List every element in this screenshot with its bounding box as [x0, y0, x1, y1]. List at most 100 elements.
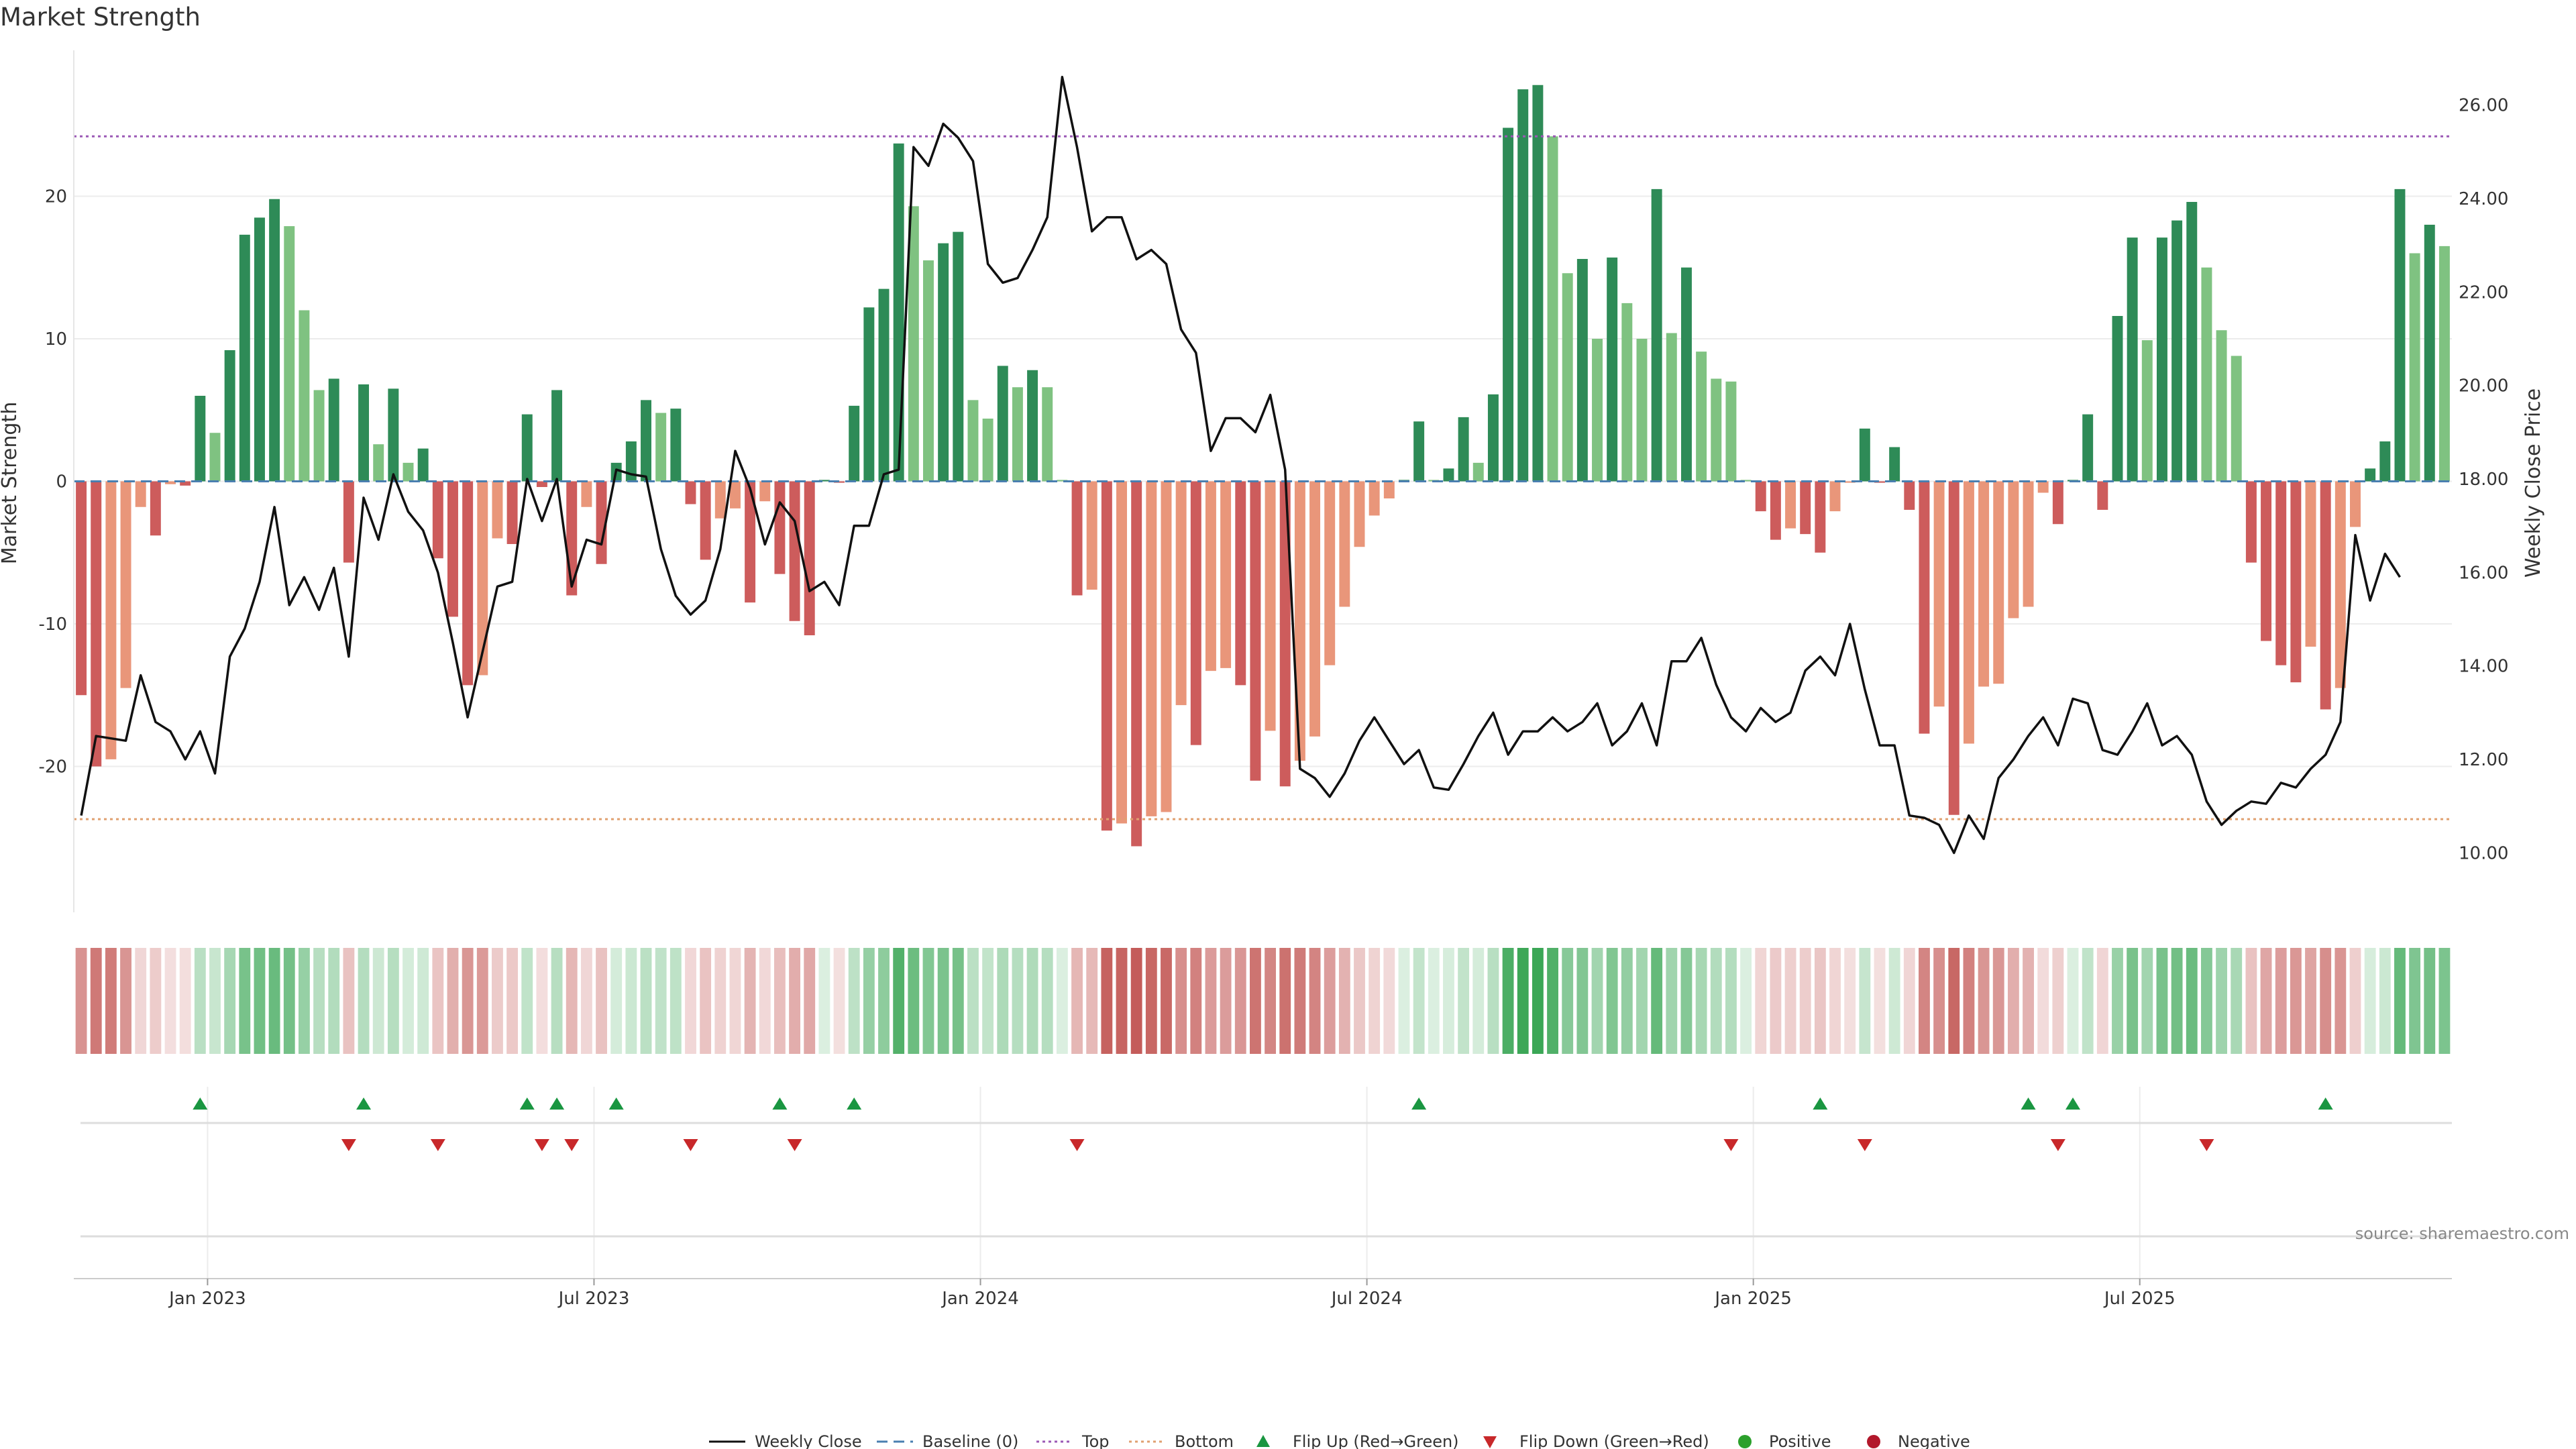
strength-bar [1086, 481, 1097, 590]
strength-bar [818, 480, 830, 482]
legend: Weekly Close Baseline (0) Top Bottom Fli… [709, 1432, 1970, 1449]
strength-bar [1800, 481, 1811, 535]
heat-cell [1651, 948, 1663, 1054]
strength-bar [2008, 481, 2019, 619]
heat-cell [1175, 948, 1187, 1054]
heat-cell [1250, 948, 1261, 1054]
heat-cell [2216, 948, 2227, 1054]
strength-bar [1725, 381, 1737, 482]
strength-bar [1711, 378, 1722, 482]
legend-top: Top [1081, 1432, 1110, 1449]
flip-up-marker [2318, 1097, 2333, 1110]
heat-cell [135, 948, 147, 1054]
strength-bar [1279, 481, 1291, 787]
heat-cell [1888, 948, 1900, 1054]
strength-bar [447, 481, 458, 617]
source-note: source: sharemaestro.com [2355, 1224, 2569, 1243]
heat-cell [848, 948, 860, 1054]
flip-up-marker [2065, 1097, 2081, 1110]
heat-cell [863, 948, 875, 1054]
strength-bar [2171, 220, 2183, 482]
strength-bar [2379, 441, 2391, 482]
right-tick-label: 20.00 [2459, 376, 2508, 396]
heat-cell [1874, 948, 1886, 1054]
heat-cell [655, 948, 667, 1054]
strength-bar [729, 481, 741, 508]
strength-bar [180, 481, 191, 486]
strength-bar [1071, 481, 1083, 596]
heat-cell [1234, 948, 1246, 1054]
heat-cell [1012, 948, 1024, 1054]
strength-bar [150, 481, 161, 536]
strength-bar [536, 481, 547, 487]
strength-bar [1592, 339, 1603, 482]
heat-cell [669, 948, 682, 1054]
flip-up-marker [608, 1097, 624, 1110]
heat-cell [75, 948, 87, 1054]
heat-cell [2112, 948, 2123, 1054]
heat-cell [2260, 948, 2272, 1054]
flip-up-marker [193, 1097, 208, 1110]
heat-cell [1532, 948, 1544, 1054]
flip-down-marker [683, 1139, 698, 1151]
heat-cell [1919, 948, 1930, 1054]
right-tick-label: 26.00 [2459, 96, 2508, 116]
heat-cell [2156, 948, 2168, 1054]
strength-bar [1680, 267, 1692, 482]
heat-cell [2379, 948, 2391, 1054]
heat-cell [2394, 948, 2406, 1054]
heat-cell [372, 948, 384, 1054]
heat-cell [610, 948, 623, 1054]
flip-down-marker [564, 1139, 580, 1151]
strength-bar [1904, 481, 1915, 510]
strength-bar [2275, 481, 2287, 665]
strength-bar [1116, 481, 1127, 824]
heat-cell [1130, 948, 1142, 1054]
left-tick-label: 20 [45, 187, 67, 207]
strength-bar [313, 390, 325, 482]
strength-bar [2438, 246, 2450, 482]
heat-cell [2438, 948, 2451, 1054]
strength-bar [1532, 85, 1544, 482]
strength-bar [477, 481, 488, 676]
x-tick-label: Jan 2025 [1713, 1289, 1792, 1309]
legend-positive: Positive [1769, 1432, 1831, 1449]
heat-cell [685, 948, 696, 1054]
heat-cell [2023, 948, 2034, 1054]
heat-cell [1547, 948, 1558, 1054]
heat-cell [387, 948, 399, 1054]
heat-cell [744, 948, 756, 1054]
left-axis-title: Market Strength [0, 402, 21, 564]
strength-bar [2186, 202, 2198, 482]
heat-cell [1710, 948, 1722, 1054]
right-tick-label: 24.00 [2459, 189, 2508, 209]
heat-cell [908, 948, 920, 1054]
heat-cell [402, 948, 414, 1054]
heat-cell [833, 948, 845, 1054]
left-tick-label: -20 [39, 757, 67, 777]
heat-cell [1190, 948, 1202, 1054]
heat-cell [2320, 948, 2332, 1054]
heat-cell [729, 948, 741, 1054]
heat-cell [625, 948, 637, 1054]
heat-cell [1725, 948, 1737, 1054]
heat-cell [1354, 948, 1365, 1054]
heat-cell [1844, 948, 1856, 1054]
heat-cell [447, 948, 459, 1054]
legend-negative: Negative [1898, 1432, 1970, 1449]
heat-cell [1576, 948, 1589, 1054]
heat-cell [2141, 948, 2153, 1054]
strength-bar [774, 481, 786, 574]
heat-cell [1428, 948, 1440, 1054]
strength-bar [492, 481, 503, 539]
heat-cell [1903, 948, 1915, 1054]
strength-bar [1472, 462, 1484, 482]
strength-bar [165, 481, 176, 484]
heat-cell [1041, 948, 1053, 1054]
strength-bar [1740, 480, 1752, 482]
strength-bar [1235, 481, 1246, 686]
strength-bar [91, 481, 102, 767]
heat-cell [209, 948, 221, 1054]
heat-cell [1487, 948, 1499, 1054]
strength-bar [402, 462, 414, 482]
